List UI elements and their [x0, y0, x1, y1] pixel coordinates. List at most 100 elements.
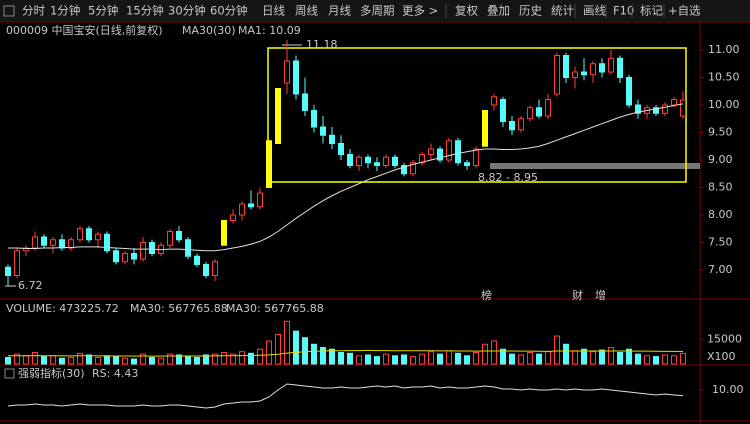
marker[interactable]: 财: [572, 288, 583, 302]
candle-body: [185, 239, 191, 257]
candle-body: [194, 255, 200, 265]
volume-bar: [140, 353, 146, 365]
candle-body: [473, 148, 479, 166]
volume-bar: [176, 354, 182, 365]
toolbar-item[interactable]: 月线: [328, 4, 351, 18]
volume-bar: [464, 355, 470, 365]
candle-body: [275, 88, 281, 144]
rs-title: 强弱指标(30): [18, 366, 85, 380]
toolbar-item[interactable]: 画线: [583, 4, 606, 18]
volume-bar: [563, 343, 569, 365]
volume-bar: [275, 333, 281, 365]
toolbar-item[interactable]: 叠加: [487, 4, 510, 18]
volume-bar: [185, 356, 191, 365]
candle-body: [257, 192, 263, 208]
volume-bar: [266, 340, 272, 365]
marker[interactable]: 增: [595, 288, 606, 302]
toolbar-item[interactable]: 历史: [519, 4, 542, 18]
volume-bar: [86, 354, 92, 365]
candle-body: [104, 233, 110, 252]
candle-body: [302, 93, 308, 111]
volume-bar: [482, 343, 488, 365]
volume-bar: [338, 352, 344, 365]
volume-bar: [581, 348, 587, 365]
toolbar: [0, 0, 750, 22]
candle-body: [401, 165, 407, 175]
volume-bar: [311, 343, 317, 365]
candle-body: [455, 140, 461, 164]
volume-bar: [230, 353, 236, 365]
volume-bar: [50, 355, 56, 365]
candle-body: [572, 71, 578, 78]
high-annotation: 11.18: [306, 38, 338, 51]
volume-bar: [329, 348, 335, 365]
candle-body: [284, 60, 290, 84]
rs-icon[interactable]: [4, 368, 15, 379]
volume-bar: [59, 357, 65, 365]
candle-body: [167, 231, 173, 246]
toolbar-item[interactable]: 周线: [295, 4, 318, 18]
toolbar-item[interactable]: 日线: [262, 4, 285, 18]
toolbar-item[interactable]: F10: [613, 4, 634, 18]
volume-bar: [599, 349, 605, 365]
candle-body: [68, 239, 74, 249]
toolbar-item[interactable]: 分时: [22, 4, 45, 18]
toolbar-item[interactable]: 统计: [551, 4, 574, 18]
y-tick-label: 9.00: [708, 153, 733, 166]
volume-bar: [401, 354, 407, 365]
volume-ma: MA30: 567765.88: [130, 302, 228, 315]
volume-bar: [473, 352, 479, 365]
candle-body: [419, 154, 425, 164]
volume-bar: [113, 356, 119, 365]
volume-bar: [365, 354, 371, 365]
candle-body: [221, 220, 227, 246]
volume-bar: [572, 350, 578, 365]
y-tick-label: 10.50: [708, 71, 740, 84]
candle-body: [113, 250, 119, 263]
volume-ma2: MA30: 567765.88: [226, 302, 324, 315]
candle-body: [86, 228, 92, 241]
toolbar-item[interactable]: 复权: [455, 4, 478, 18]
volume-bar: [419, 353, 425, 365]
menu-icon[interactable]: [3, 5, 15, 17]
toolbar-item[interactable]: 标记: [640, 4, 663, 18]
candle-body: [14, 250, 20, 276]
volume-bar: [131, 358, 137, 365]
toolbar-item[interactable]: 更多 >: [402, 4, 438, 18]
candle-body: [122, 253, 128, 263]
candle-body: [491, 96, 497, 106]
volume-bar: [455, 352, 461, 365]
volume-bar: [446, 350, 452, 365]
candle-body: [131, 253, 137, 260]
toolbar-item[interactable]: +自选: [668, 4, 701, 18]
candle-body: [320, 126, 326, 136]
volume-bar: [194, 356, 200, 365]
volume-bar: [293, 330, 299, 365]
marker[interactable]: 榜: [481, 288, 492, 302]
volume-ma-line: [7, 350, 684, 357]
volume-bar: [41, 356, 47, 365]
toolbar-item[interactable]: 5分钟: [88, 4, 118, 18]
candle-body: [527, 107, 533, 120]
ma-line: [8, 103, 684, 252]
volume-bar: [653, 356, 659, 365]
volume-bar: [149, 356, 155, 365]
volume-bar: [122, 357, 128, 365]
volume-bar: [14, 353, 20, 365]
toolbar-item[interactable]: 15分钟: [126, 4, 164, 18]
volume-bar: [95, 356, 101, 365]
toolbar-item[interactable]: 多周期: [360, 4, 395, 18]
toolbar-item[interactable]: 30分钟: [168, 4, 206, 18]
volume-bar: [509, 353, 515, 365]
toolbar-item[interactable]: 60分钟: [210, 4, 248, 18]
candle-body: [365, 156, 371, 164]
rs-line: [7, 383, 684, 409]
volume-bar: [662, 354, 668, 365]
volume-bar: [374, 356, 380, 365]
y-tick-label: 10.00: [712, 383, 744, 396]
y-tick-label: 10.00: [708, 98, 740, 111]
volume-bar: [158, 357, 164, 365]
toolbar-item[interactable]: 1分钟: [50, 4, 80, 18]
volume-bar: [347, 352, 353, 365]
candle-body: [383, 156, 389, 166]
